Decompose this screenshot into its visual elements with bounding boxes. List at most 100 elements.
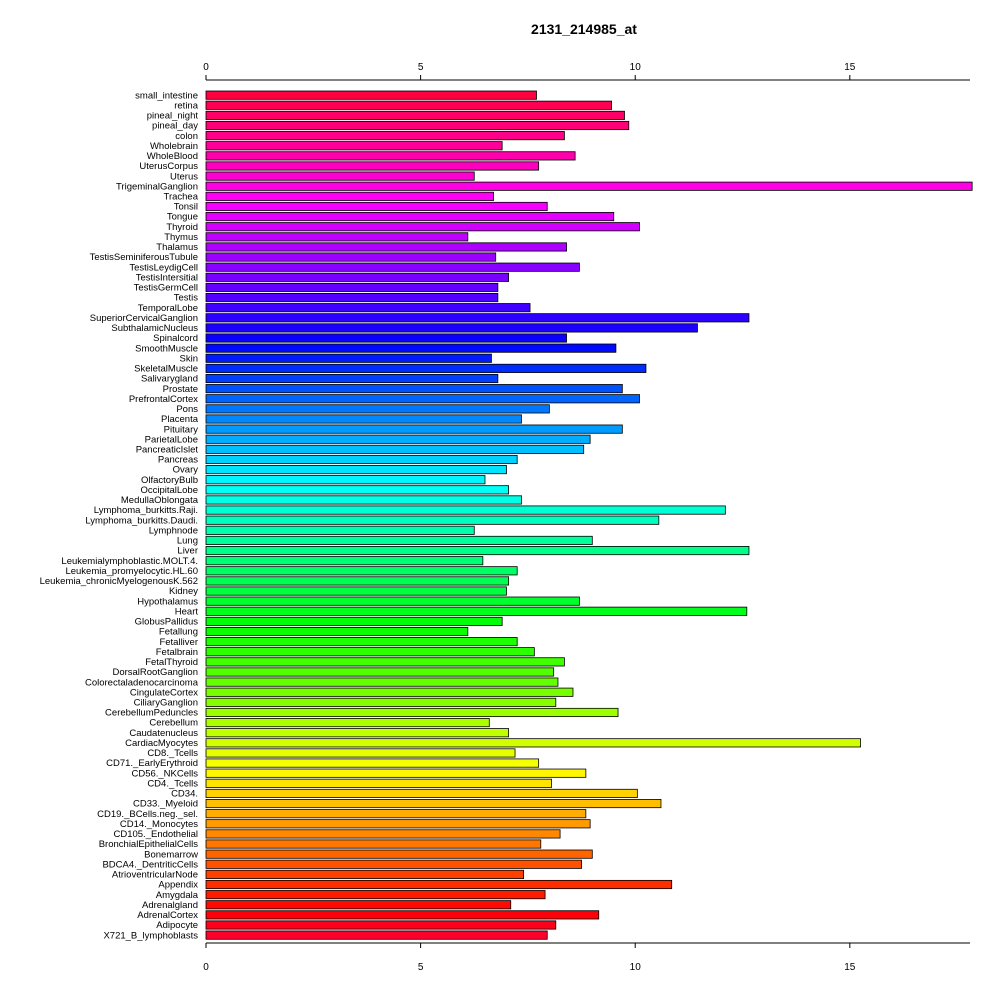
category-label: CingulateCortex xyxy=(130,687,198,698)
category-label: AdrenalCortex xyxy=(137,910,198,921)
bottom-tick-label: 0 xyxy=(203,962,209,973)
category-label: TrigeminalGanglion xyxy=(116,181,198,192)
category-label: OccipitalLobe xyxy=(140,485,198,496)
category-label: OlfactoryBulb xyxy=(141,475,198,486)
bar xyxy=(205,171,475,181)
category-label: X721_B_lymphoblasts xyxy=(103,930,198,941)
bar xyxy=(205,809,587,819)
category-label: Testis xyxy=(174,293,199,304)
bar xyxy=(205,667,555,677)
bar xyxy=(205,556,484,566)
category-label: CiliaryGanglion xyxy=(134,698,198,709)
category-label: Kidney xyxy=(169,586,198,597)
category-label: CD105._Endothelial xyxy=(113,829,198,840)
category-label: colon xyxy=(175,131,198,142)
bar xyxy=(205,495,522,505)
bar xyxy=(205,637,518,647)
category-label: Placenta xyxy=(161,414,199,425)
category-label: Fetalbrain xyxy=(156,647,198,658)
category-label: Prostate xyxy=(163,384,198,395)
bar xyxy=(205,586,507,596)
category-label: GlobusPallidus xyxy=(135,617,199,628)
bar xyxy=(205,566,518,576)
bar xyxy=(205,930,548,940)
bar xyxy=(205,910,600,920)
bar xyxy=(205,201,548,212)
bar xyxy=(205,657,565,667)
bottom-tick-label: 10 xyxy=(630,962,642,973)
bar xyxy=(205,829,561,839)
category-label: Leukemialymphoblastic.MOLT.4. xyxy=(61,556,198,567)
category-label: TestisGermCell xyxy=(134,283,198,294)
category-label: Spinalcord xyxy=(153,333,198,344)
category-label: Bonemarrow xyxy=(144,849,198,860)
category-label: Fetalliver xyxy=(159,637,198,648)
bar xyxy=(205,313,750,323)
bar xyxy=(205,758,540,768)
bottom-tick-label: 15 xyxy=(844,962,856,973)
category-label: FetalThyroid xyxy=(145,657,198,668)
category-label: Pituitary xyxy=(164,424,199,435)
bar xyxy=(205,191,494,201)
bar xyxy=(205,687,574,697)
bar xyxy=(205,363,647,373)
category-label: Uterus xyxy=(170,171,198,182)
category-label: TestisSeminiferousTubule xyxy=(90,252,198,263)
top-axis: 0 5 10 15 xyxy=(203,62,970,81)
category-label: Leukemia_chronicMyelogenousK.562 xyxy=(40,576,198,587)
bar xyxy=(205,151,576,161)
category-label: Adipocyte xyxy=(156,920,198,931)
bar xyxy=(205,890,546,900)
bar xyxy=(205,110,625,120)
bar xyxy=(205,141,503,151)
category-label: SuperiorCervicalGanglion xyxy=(90,313,198,324)
category-label: CD4._Tcells xyxy=(147,778,198,789)
bar xyxy=(205,900,512,910)
category-label: CardiacMyocytes xyxy=(125,738,198,749)
bar xyxy=(205,748,516,758)
category-label: CD8._Tcells xyxy=(147,748,198,759)
category-label: Lung xyxy=(177,536,198,547)
bar xyxy=(205,242,567,252)
category-label: CD71._EarlyErythroid xyxy=(106,758,198,769)
category-label: Tongue xyxy=(167,212,198,223)
bar xyxy=(205,616,503,626)
bar xyxy=(205,799,662,809)
category-label: MedullaOblongata xyxy=(121,495,199,506)
bar xyxy=(205,181,973,191)
category-label: AtrioventricularNode xyxy=(112,870,198,881)
category-label: PancreaticIslet xyxy=(136,445,199,456)
category-label: Adrenalgland xyxy=(142,900,198,911)
bar xyxy=(205,647,535,657)
top-tick-label: 10 xyxy=(630,62,642,73)
category-label: CD34. xyxy=(171,789,198,800)
category-label: Lymphnode xyxy=(149,525,198,536)
bar xyxy=(205,707,619,718)
bar xyxy=(205,120,630,131)
bar xyxy=(205,485,509,495)
category-label: Skin xyxy=(180,353,198,364)
bar xyxy=(205,90,537,100)
category-label: Liver xyxy=(177,546,198,557)
bar xyxy=(205,718,490,728)
bar xyxy=(205,212,615,222)
bar xyxy=(205,576,509,586)
bar xyxy=(205,303,531,313)
bar xyxy=(205,869,525,879)
category-label: CD19._BCells.neg._sel. xyxy=(97,809,198,820)
category-label: SmoothMuscle xyxy=(135,343,198,354)
category-label: CD14._Monocytes xyxy=(120,819,198,830)
bar xyxy=(205,738,861,748)
category-label: BDCA4._DentriticCells xyxy=(102,859,198,870)
category-label: Thyroid xyxy=(166,222,198,233)
category-label: Caudatenucleus xyxy=(129,728,198,739)
bar xyxy=(205,788,638,798)
category-label: Lymphoma_burkitts.Raji. xyxy=(94,505,198,516)
category-labels: small_intestineretinapineal_nightpineal_… xyxy=(40,90,199,941)
category-label: Ovary xyxy=(173,465,199,476)
category-label: Amygdala xyxy=(156,890,199,901)
category-label: Fetallung xyxy=(159,627,198,638)
bar xyxy=(205,414,522,424)
category-label: CerebellumPeduncles xyxy=(105,708,198,719)
